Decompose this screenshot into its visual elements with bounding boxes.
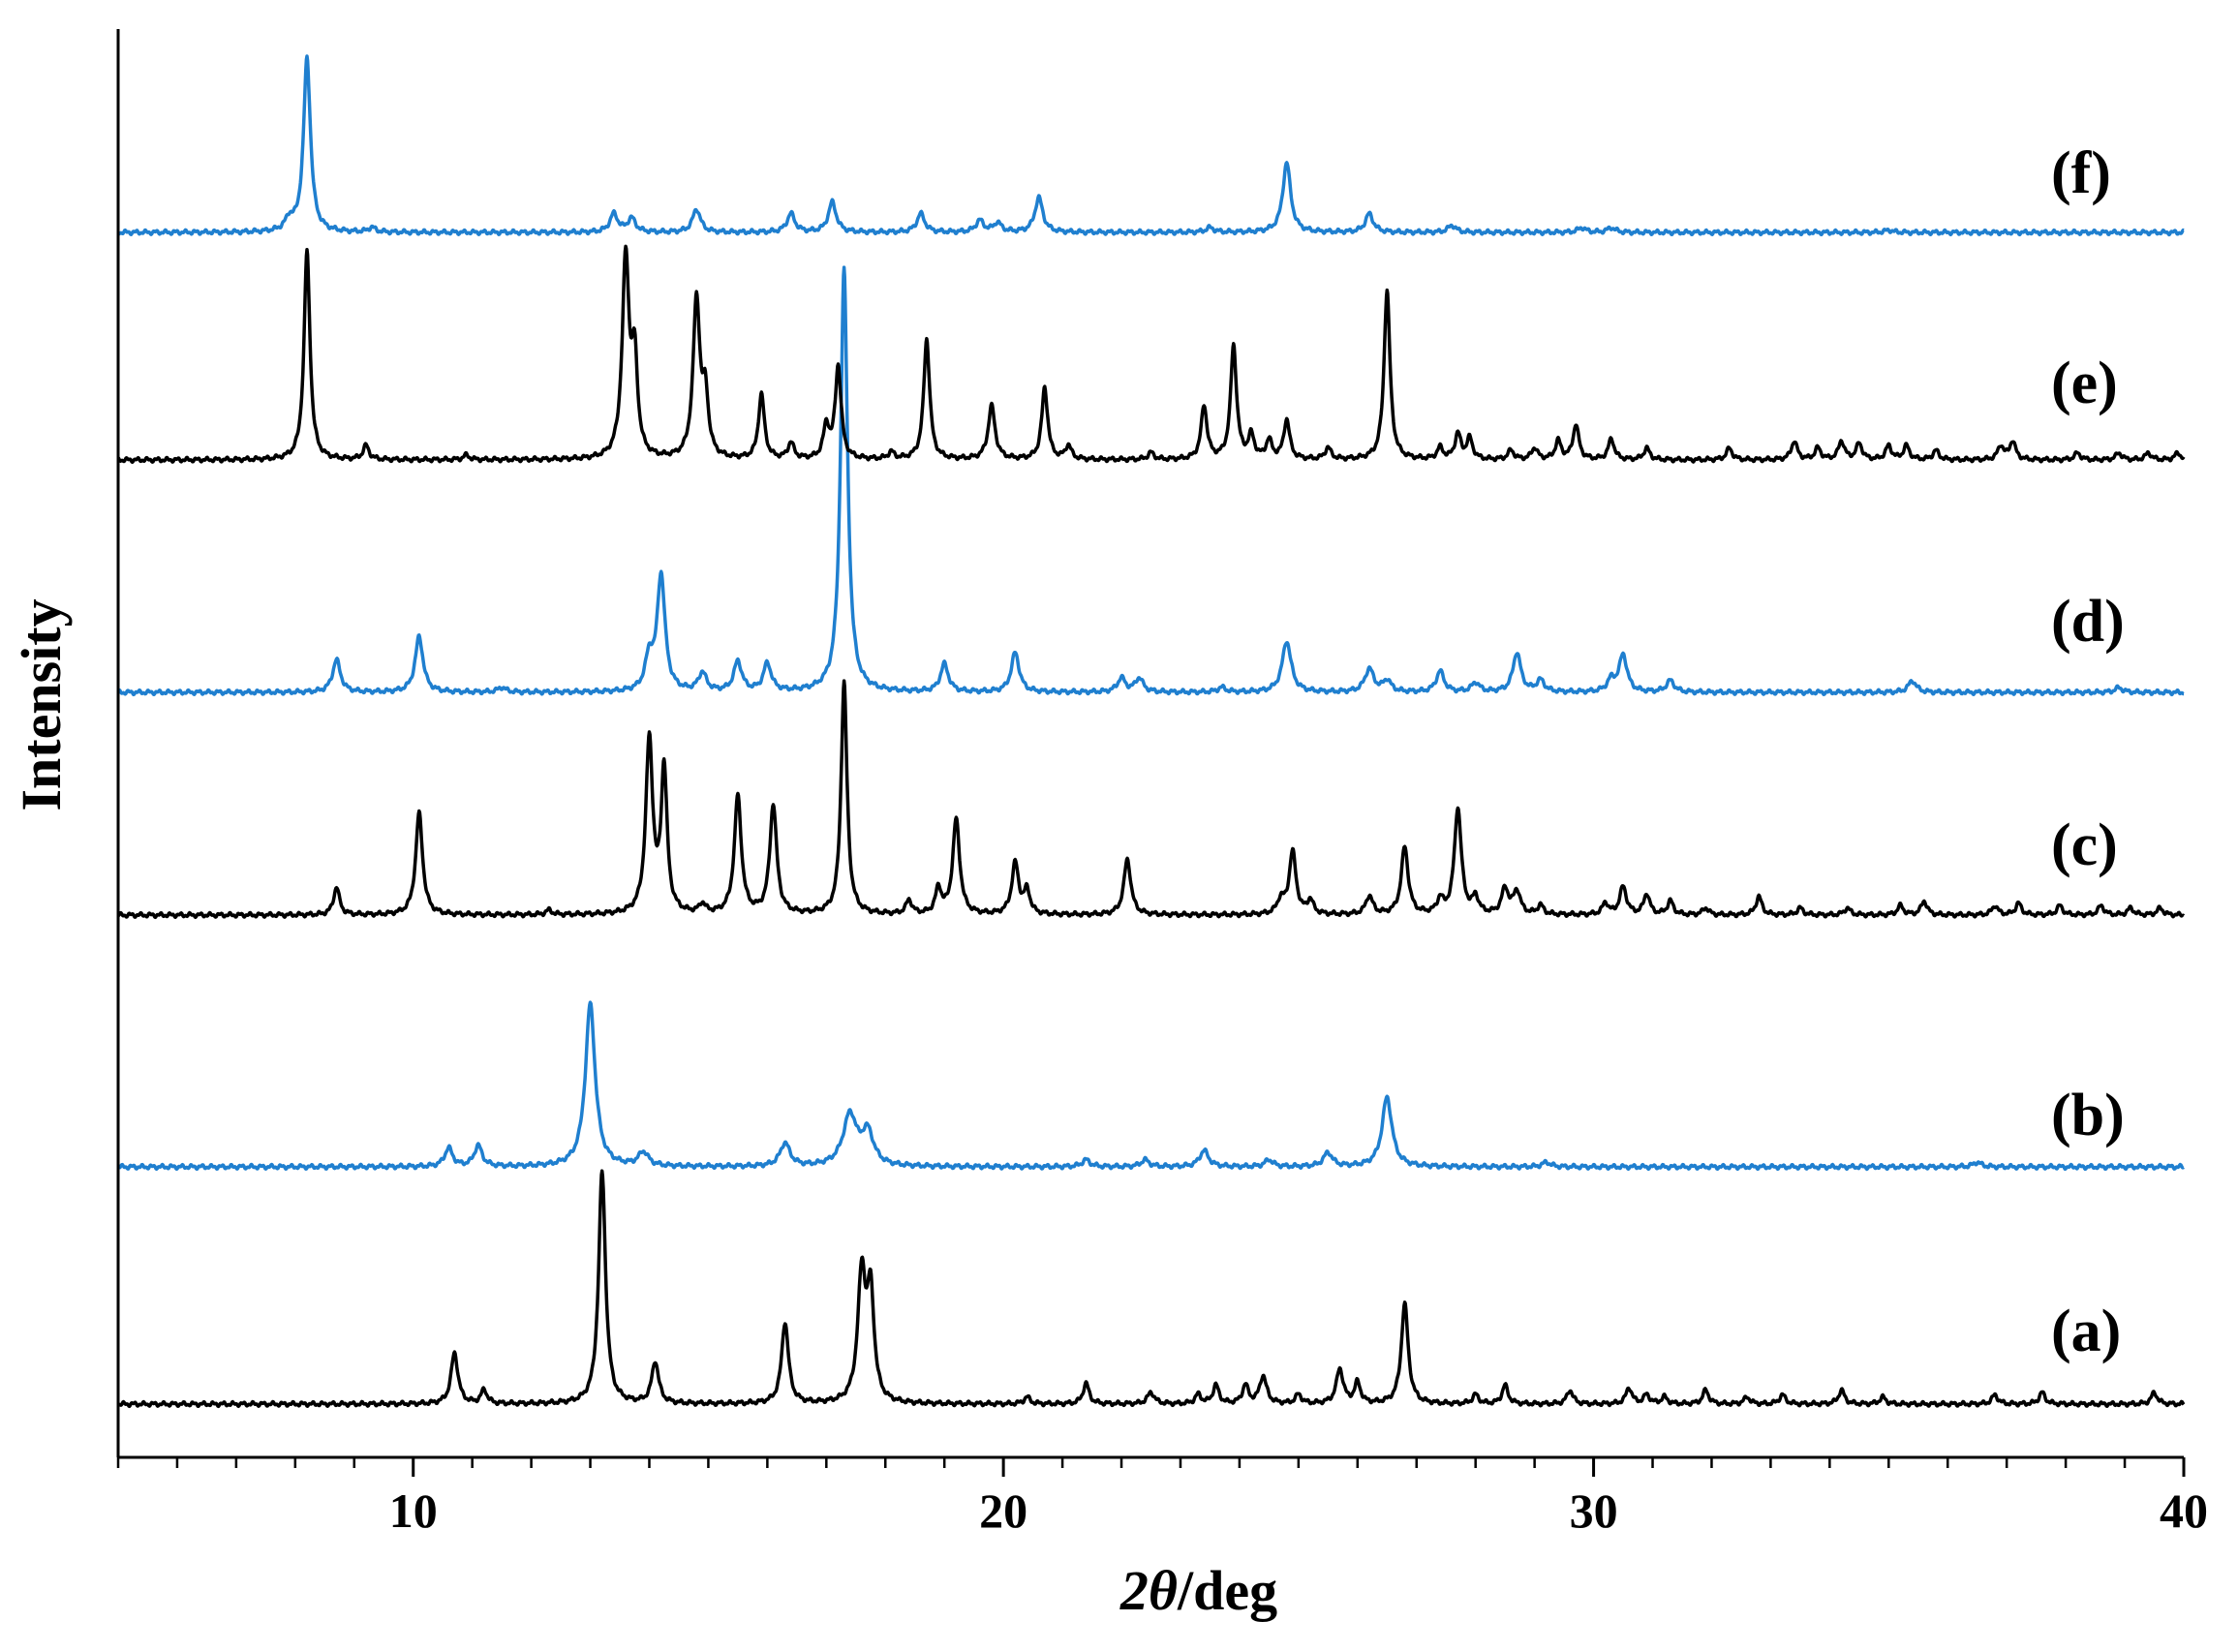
x-tick-label: 20 <box>979 1484 1027 1538</box>
curve-labels: (a) (b) (c) (d) (e) (f) <box>2051 140 2125 1364</box>
x-tick-label: 30 <box>1570 1484 1618 1538</box>
axes-group: 10 20 30 40 <box>116 29 2208 1538</box>
xrd-curve-a <box>116 1169 2186 1409</box>
curve-label-f: (f) <box>2051 140 2111 206</box>
xrd-curve-f <box>116 54 2186 237</box>
x-axis-title-theta: θ <box>1149 1559 1178 1622</box>
x-ticks: 10 20 30 40 <box>116 1457 2208 1538</box>
x-tick-label: 10 <box>389 1484 438 1538</box>
xrd-curve-b <box>116 1000 2186 1172</box>
x-axis-title: 2θ/deg <box>1119 1559 1277 1622</box>
curve-label-e: (e) <box>2051 351 2118 416</box>
curve-label-a: (a) <box>2051 1299 2121 1364</box>
x-tick-label: 40 <box>2160 1484 2208 1538</box>
xrd-curve-c <box>116 679 2186 920</box>
curve-label-b: (b) <box>2051 1083 2125 1148</box>
xrd-curve-e <box>116 244 2186 465</box>
curve-label-c: (c) <box>2051 812 2118 878</box>
x-axis-title-unit: /deg <box>1177 1559 1277 1622</box>
y-axis-title: Intensity <box>10 598 73 811</box>
curve-label-d: (d) <box>2051 589 2125 655</box>
xrd-curve-d <box>116 265 2186 697</box>
curves-group <box>116 54 2186 1409</box>
x-axis-title-prefix: 2 <box>1119 1559 1149 1622</box>
